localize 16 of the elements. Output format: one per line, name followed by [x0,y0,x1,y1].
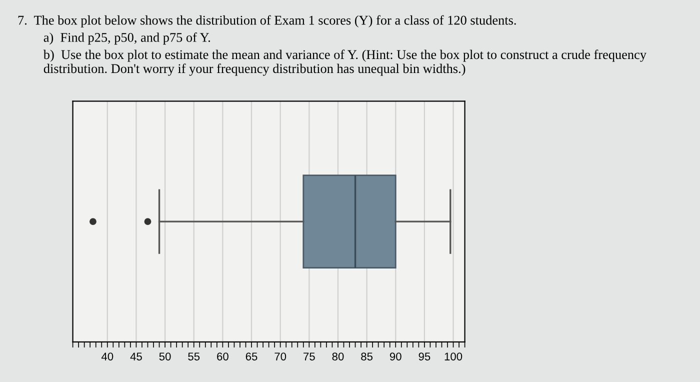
text: a) Find p25, p50, and p75 of Y. [44,32,210,45]
x-tick-label: 95 [418,352,430,360]
x-tick-label: 45 [130,352,142,360]
x-tick-label: 40 [101,352,114,360]
x-tick-label: 50 [159,352,171,360]
x-tick-label: 55 [188,352,200,360]
text: b) Use the box plot to estimate the mean and variance of Y. (Hint: Use the box plot to construct a crude frequency distribution. Don't worry if your frequency distribution has unequal bin widths.) [43,50,646,76]
x-tick-label: 70 [274,352,286,360]
x-tick-label: 65 [246,352,258,360]
chart-title: 7. The box plot below shows the distribution of Exam 1 scores (Y) for a class of 120 students. [18,15,516,28]
x-tick-label: 75 [304,352,315,360]
x-tick-label: 80 [332,352,344,360]
x-tick-label: 100 [444,352,462,360]
x-tick-label: 90 [390,352,402,360]
x-tick-label: 60 [217,352,228,360]
x-tick-label: 85 [361,352,373,360]
